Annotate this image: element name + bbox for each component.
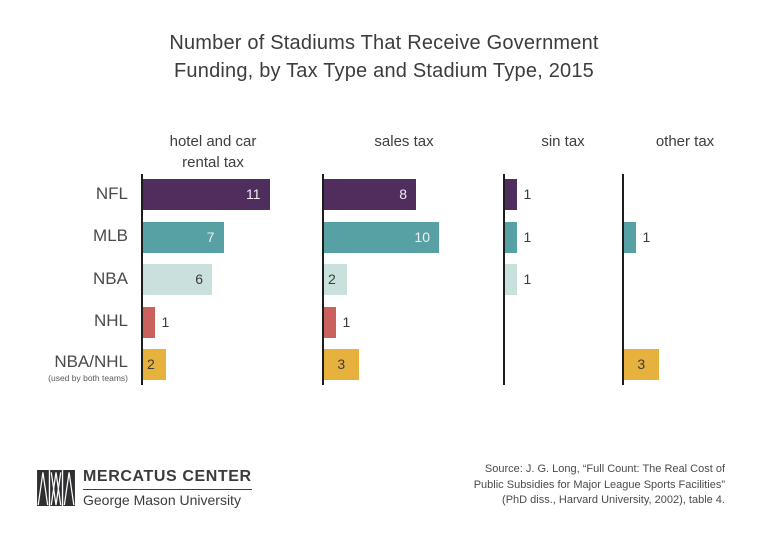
bar-value-label: 1 (523, 271, 532, 287)
bar-mlb (143, 221, 224, 253)
row-sublabel: (used by both teams) (48, 372, 128, 383)
bar-nba-nhl (143, 349, 166, 380)
bar-value-label: 2 (147, 356, 155, 372)
col-header-sales-tax: sales tax (314, 131, 494, 152)
logo-subtitle: George Mason University (83, 492, 241, 508)
axis-line (322, 174, 324, 385)
bar-mlb (324, 221, 439, 253)
bar-value-label: 7 (206, 228, 215, 245)
bar-nba-nhl (324, 349, 359, 380)
bar-nhl (143, 306, 155, 338)
chart-title-line2: Funding, by Tax Type and Stadium Type, 2… (174, 59, 594, 82)
source-line: Public Subsidies for Major League Sports… (473, 478, 725, 491)
bar-mlb (624, 221, 636, 253)
row-label-nfl: NFL (0, 184, 128, 204)
col-header-line: rental tax (182, 154, 244, 171)
row-label-nba: NBA (0, 269, 128, 289)
row-label-text: NBA/NHL (54, 351, 128, 371)
row-label-mlb: MLB (0, 226, 128, 246)
bar-mlb (505, 221, 517, 253)
col-header-other-tax: other tax (595, 131, 768, 152)
axis-line (141, 174, 143, 385)
bar-nhl (324, 306, 336, 338)
bar-value-label: 1 (642, 228, 651, 245)
col-header-line: sales tax (374, 133, 434, 150)
bar-value-label: 2 (328, 271, 336, 287)
mercatus-logo: MERCATUS CENTER George Mason University (37, 468, 252, 508)
chart-title: Number of Stadiums That Receive Governme… (0, 30, 768, 85)
axis-line (622, 174, 624, 385)
source-line: (PhD diss., Harvard University, 2002), t… (502, 494, 725, 506)
source-line: Source: J. G. Long, “Full Count: The Rea… (484, 463, 725, 475)
source-note: Source: J. G. Long, “Full Count: The Rea… (474, 462, 725, 509)
row-label-text: MLB (93, 226, 128, 245)
mercatus-logo-icon (37, 470, 75, 506)
bar-nfl (505, 179, 517, 210)
col-header-sin-tax: sin tax (473, 131, 653, 152)
chart-title-line1: Number of Stadiums That Receive Governme… (169, 32, 599, 54)
bar-value-label: 1 (523, 228, 532, 245)
row-label-text: NFL (95, 183, 128, 203)
bar-value-label: 1 (161, 313, 170, 330)
bar-value-label: 1 (342, 313, 351, 330)
bar-nba (143, 264, 212, 295)
row-label-text: NBA (93, 268, 128, 288)
bar-value-label: 3 (337, 356, 346, 372)
bar-value-label: 8 (399, 186, 407, 202)
col-header-hotel-and-car-rental-tax: hotel and car rental tax (123, 131, 303, 173)
row-label-nba-nhl: NBA/NHL (used by both teams) (0, 352, 128, 383)
bar-value-label: 3 (637, 356, 646, 372)
col-header-line: sin tax (541, 133, 585, 150)
bar-value-label: 6 (195, 271, 203, 287)
row-label-nhl: NHL (0, 311, 128, 331)
row-label-text: NHL (93, 311, 128, 330)
bar-nba (324, 264, 347, 295)
col-header-line: other tax (655, 133, 715, 150)
bar-value-label: 1 (523, 186, 532, 202)
logo-title: MERCATUS CENTER (83, 468, 252, 490)
bar-nfl (143, 179, 270, 210)
bar-nba-nhl (624, 349, 659, 380)
axis-line (503, 174, 505, 385)
col-header-line: hotel and car (169, 133, 257, 150)
bar-nfl (324, 179, 416, 210)
mercatus-logo-text: MERCATUS CENTER George Mason University (83, 468, 252, 508)
bar-value-label: 11 (245, 186, 261, 202)
bar-value-label: 10 (414, 228, 430, 245)
bar-nba (505, 264, 517, 295)
